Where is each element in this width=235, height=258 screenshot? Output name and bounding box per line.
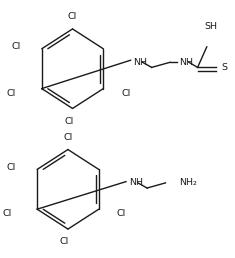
- Text: Cl: Cl: [2, 209, 11, 218]
- Text: S: S: [222, 63, 228, 72]
- Text: NH: NH: [133, 58, 147, 67]
- Text: Cl: Cl: [68, 12, 77, 21]
- Text: Cl: Cl: [60, 237, 69, 246]
- Text: NH: NH: [179, 58, 193, 67]
- Text: Cl: Cl: [117, 209, 126, 218]
- Text: Cl: Cl: [63, 133, 73, 142]
- Text: Cl: Cl: [7, 163, 16, 172]
- Text: Cl: Cl: [121, 88, 131, 98]
- Text: Cl: Cl: [64, 117, 74, 126]
- Text: NH₂: NH₂: [179, 178, 197, 187]
- Text: Cl: Cl: [11, 42, 20, 51]
- Text: NH: NH: [129, 178, 143, 187]
- Text: SH: SH: [205, 22, 218, 31]
- Text: Cl: Cl: [7, 88, 16, 98]
